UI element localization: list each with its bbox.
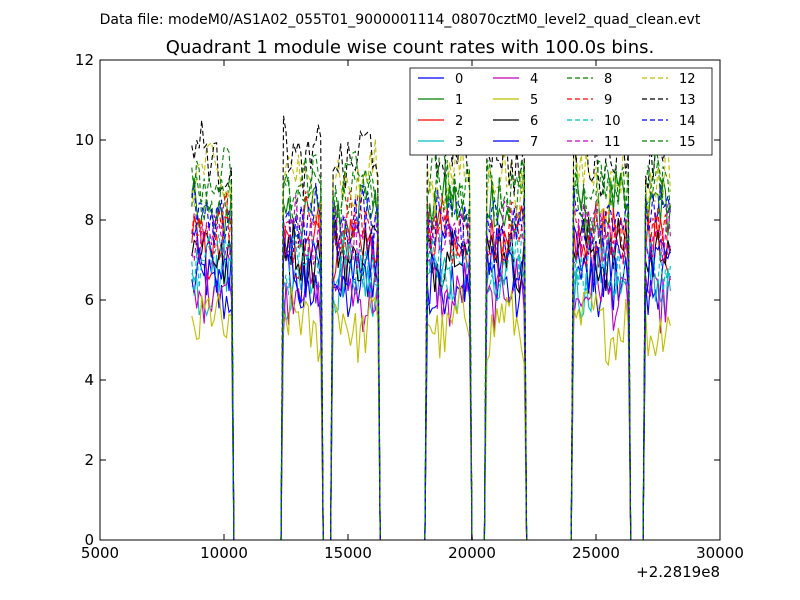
y-tick-label: 4	[84, 371, 94, 389]
x-tick-label: 25000	[572, 544, 620, 562]
x-tick-label: 5000	[81, 544, 119, 562]
y-tick-label: 6	[84, 291, 94, 309]
legend-label-10: 10	[604, 114, 621, 129]
legend-label-7: 7	[530, 135, 538, 150]
legend-label-0: 0	[455, 72, 463, 87]
x-axis: 5000 10000 15000 20000 25000 30000	[81, 60, 744, 562]
legend-label-8: 8	[604, 72, 612, 87]
series-line-15	[191, 146, 671, 541]
legend-label-11: 11	[604, 135, 621, 150]
y-tick-label: 8	[84, 211, 94, 229]
y-tick-label: 2	[84, 451, 94, 469]
series-line-5	[191, 285, 671, 541]
legend-label-15: 15	[679, 135, 696, 150]
x-tick-label: 30000	[696, 544, 744, 562]
legend-label-12: 12	[679, 72, 696, 87]
legend-label-14: 14	[679, 114, 696, 129]
series-line-4	[191, 254, 671, 541]
legend-label-2: 2	[455, 114, 463, 129]
series-layer	[191, 115, 671, 541]
y-tick-label: 0	[84, 531, 94, 549]
y-tick-label: 12	[75, 51, 94, 69]
x-tick-label: 10000	[200, 544, 248, 562]
series-line-7	[191, 223, 671, 541]
legend-label-13: 13	[679, 93, 696, 108]
legend-label-3: 3	[455, 135, 463, 150]
series-line-8	[191, 159, 671, 541]
legend-label-6: 6	[530, 114, 538, 129]
figure-suptitle: Data file: modeM0/AS1A02_055T01_90000011…	[100, 12, 701, 28]
legend-label-9: 9	[604, 93, 612, 108]
y-tick-label: 10	[75, 131, 94, 149]
x-tick-label: 15000	[324, 544, 372, 562]
legend-label-1: 1	[455, 93, 463, 108]
x-offset-label: +2.2819e8	[636, 563, 720, 581]
chart-title: Quadrant 1 module wise count rates with …	[166, 37, 655, 58]
legend-label-5: 5	[530, 93, 538, 108]
x-tick-label: 20000	[448, 544, 496, 562]
legend-label-4: 4	[530, 72, 538, 87]
